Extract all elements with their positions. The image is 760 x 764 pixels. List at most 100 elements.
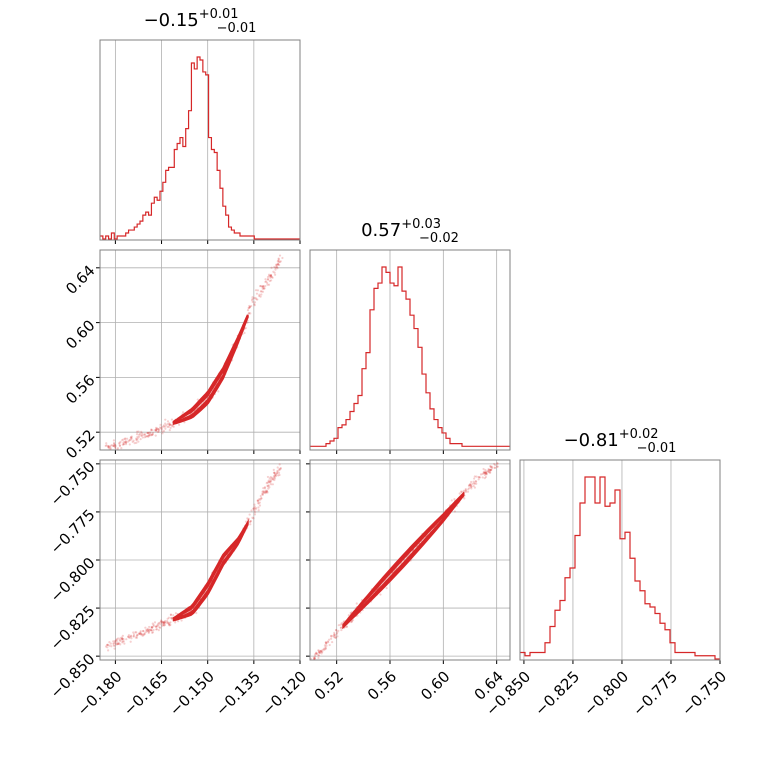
param0-vs-param2-sample-point [142, 633, 146, 636]
param1-vs-param2-sample-point [473, 482, 476, 486]
param0-vs-param1-sample-point [254, 296, 257, 300]
param1-vs-param2-sample-point [496, 465, 499, 468]
param0-vs-param2-sample-point [123, 642, 126, 645]
param0-vs-param2-sample-point [117, 642, 120, 645]
param1-vs-param2-sample-point [466, 490, 470, 493]
param0-vs-param2-sample-point [163, 623, 167, 626]
param0-vs-param2-sample-point [174, 612, 178, 615]
param0-vs-param2-sample-point [121, 641, 124, 644]
param0-vs-param2-sample-point [134, 636, 137, 639]
param0-vs-param2-sample-point [259, 498, 262, 501]
param0-vs-param2-ytick-label: −0.775 [47, 506, 99, 558]
param0-vs-param1-sample-point [153, 429, 156, 432]
param0-vs-param1-sample-point [262, 286, 265, 289]
param0-vs-param1-sample-point [109, 444, 112, 447]
param0-vs-param1-sample-point [122, 441, 125, 444]
param0-vs-param2-sample-point [257, 506, 260, 509]
param0-vs-param2-sample-point [147, 631, 150, 634]
param0-vs-param2-sample-point [157, 622, 160, 625]
param1-vs-param2-sample-point [494, 466, 497, 469]
param0-vs-param1-sample-point [154, 428, 158, 431]
param1-vs-param2-sample-point [316, 652, 319, 655]
param1-vs-param2-sample-point [317, 656, 320, 660]
param0-vs-param1-sample-point [151, 433, 154, 437]
param0-vs-param1-sample-point [154, 428, 158, 432]
param0-vs-param2-contour-1 [172, 519, 249, 622]
param0-vs-param2-sample-point [195, 611, 198, 615]
param1-vs-param2-sample-point [469, 482, 472, 486]
param1-vs-param2-sample-point [313, 657, 316, 660]
param0-vs-param2-sample-point [269, 481, 272, 484]
param0-vs-param1-sample-point [154, 429, 158, 433]
param0-vs-param1-sample-point [128, 443, 131, 446]
param0-vs-param2-sample-point [163, 621, 166, 624]
param1-vs-param2-sample-point [317, 651, 321, 654]
param0-vs-param2-sample-point [265, 490, 268, 494]
param1-vs-param2-sample-point [487, 470, 490, 474]
param0-vs-param1-sample-point [129, 435, 133, 439]
param1-vs-param2-sample-point [471, 482, 474, 485]
param0-vs-param1-sample-point [107, 445, 110, 448]
param0-vs-param2-sample-point [257, 509, 260, 512]
param1-vs-param2-sample-point [464, 488, 467, 491]
param1-vs-param2-sample-point [339, 623, 342, 626]
param0-vs-param2-xtick-label: −0.150 [166, 668, 218, 720]
param0-vs-param1-sample-point [279, 260, 282, 263]
param0-vs-param1-sample-point [268, 274, 271, 277]
param0-vs-param1-sample-point [250, 304, 253, 308]
param0-vs-param2-sample-point [255, 506, 258, 510]
param0-vs-param2-sample-point [125, 638, 128, 641]
param1-vs-param2-sample-point [333, 633, 336, 636]
param0-vs-param1-sample-point [263, 287, 266, 290]
param1-vs-param2-sample-point [484, 471, 487, 474]
param0-vs-param1-sample-point [107, 446, 110, 449]
param0-vs-param2-sample-point [127, 635, 130, 638]
param1-vs-param2-sample-point [483, 471, 487, 474]
param1-vs-param2-sample-point [494, 463, 497, 467]
param0-vs-param1-sample-point [262, 287, 265, 290]
param0-vs-param2-sample-point [274, 473, 277, 476]
param0-vs-param1-sample-point [156, 427, 159, 430]
param1-vs-param2-sample-point [487, 468, 490, 471]
param0-vs-param1-sample-point [166, 425, 169, 429]
param0-vs-param1-sample-point [114, 444, 117, 448]
param0-vs-param1-sample-point [114, 443, 117, 447]
param0-vs-param1-sample-point [172, 425, 175, 428]
param0-vs-param2-sample-point [115, 643, 118, 646]
param0-vs-param1-sample-point [265, 280, 268, 283]
param0-vs-param2-sample-point [264, 489, 267, 492]
param0-vs-param1-sample-point [118, 444, 122, 447]
param1-vs-param2-sample-point [329, 637, 333, 640]
param1-vs-param2-sample-point [474, 480, 477, 483]
param0-vs-param2-sample-point [263, 486, 267, 489]
param0-vs-param2-sample-point [117, 642, 120, 646]
param0-vs-param2-sample-point [118, 638, 121, 641]
param0-vs-param1-sample-point [154, 434, 157, 437]
param1-vs-param2-sample-point [468, 487, 471, 490]
param0-vs-param2-sample-point [167, 623, 171, 626]
param0-vs-param2-density-fill [173, 522, 248, 621]
param0-vs-param2-sample-point [275, 474, 278, 477]
param0-vs-param2-sample-point [139, 633, 142, 636]
param0-vs-param2-sample-point [261, 490, 264, 493]
param0-vs-param1-sample-point [278, 263, 281, 267]
param0-vs-param2-sample-point [115, 639, 118, 642]
param0-vs-param1-sample-point [262, 285, 265, 288]
param0-vs-param1-sample-point [113, 442, 116, 446]
param0-vs-param1-sample-point [122, 443, 125, 446]
param0-vs-param2-sample-point [120, 638, 123, 641]
param0-vs-param2-sample-point [169, 623, 172, 626]
param1-vs-param2-sample-point [325, 644, 328, 647]
param0-vs-param2-sample-point [129, 634, 133, 637]
param0-vs-param1-sample-point [273, 265, 276, 269]
param0-vs-param1-sample-point [246, 321, 249, 324]
param0-vs-param2-sample-point [260, 497, 263, 500]
param1-vs-param2-sample-point [483, 473, 487, 476]
param1-vs-param2-sample-point [486, 470, 489, 473]
param1-vs-param2-sample-point [470, 485, 473, 488]
param0-vs-param2-sample-point [253, 511, 257, 514]
param0-vs-param2-sample-point [277, 471, 281, 475]
param0-vs-param1-sample-point [149, 432, 152, 435]
param0-vs-param2-sample-point [163, 624, 166, 627]
param0-vs-param2-sample-point [274, 475, 277, 478]
